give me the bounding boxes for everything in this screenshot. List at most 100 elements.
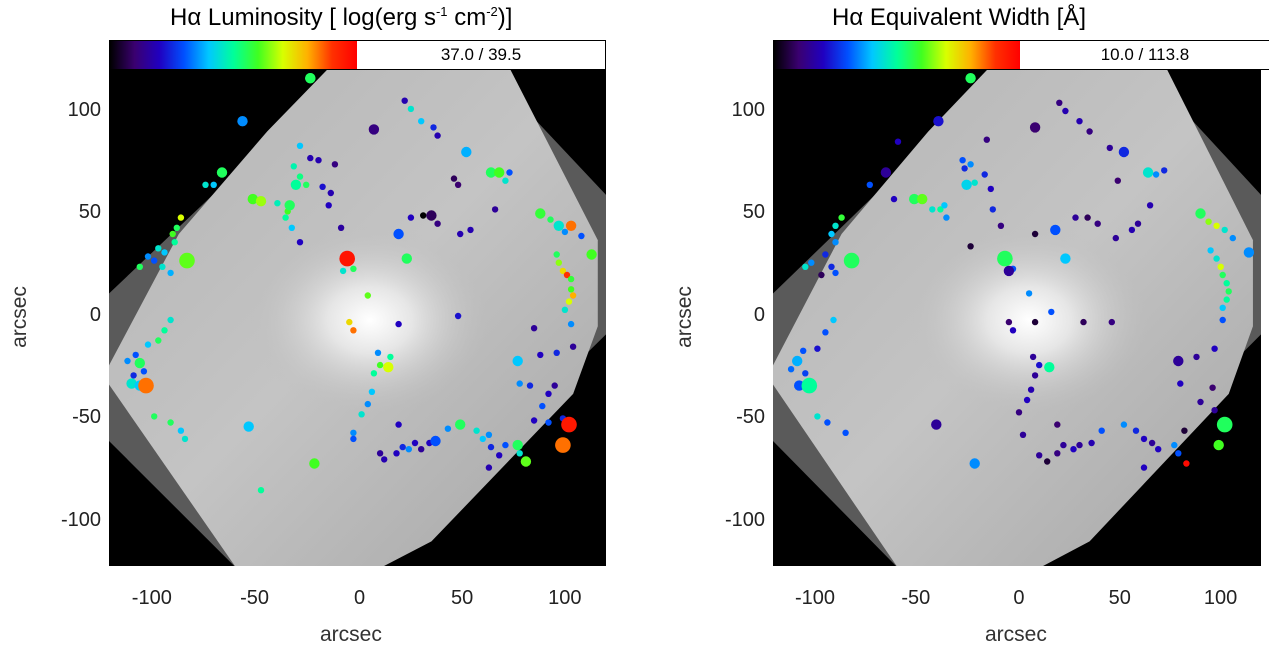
scatter-point (140, 368, 148, 375)
scatter-point (401, 97, 408, 104)
scatter-point (337, 224, 345, 231)
scatter-point (1213, 255, 1220, 262)
scatter-point (399, 443, 406, 451)
scatter-point (426, 210, 437, 221)
scatter-point (1177, 380, 1184, 387)
scatter-point (1025, 290, 1033, 297)
scatter-point (411, 439, 419, 447)
scatter-point (1031, 372, 1039, 379)
scatter-point (1219, 271, 1226, 279)
scatter-point (828, 263, 835, 270)
chart-title-sup1: -1 (435, 4, 448, 19)
scatter-point (981, 171, 988, 178)
scatter-point (1023, 396, 1031, 404)
scatter-point (545, 390, 552, 397)
scatter-point (177, 427, 185, 434)
scatter-point (282, 214, 289, 221)
scatter-point (216, 167, 228, 178)
scatter-point (1193, 353, 1200, 361)
scatter-point (1088, 439, 1095, 447)
scatter-point (1029, 122, 1041, 133)
scatter-point (1009, 327, 1017, 334)
scatter-point (578, 232, 585, 240)
scatter-point (1076, 441, 1083, 449)
scatter-point (1027, 386, 1035, 393)
scatter-point (569, 292, 577, 299)
scatter-point (401, 253, 412, 264)
scatter-point (134, 357, 145, 369)
scatter-point (381, 456, 388, 463)
scatter-point (161, 249, 168, 256)
scatter-point (167, 316, 174, 324)
scatter-point (1219, 316, 1226, 324)
chart-title-suffix: )] (497, 4, 513, 31)
scatter-point (159, 263, 166, 270)
scatter-point (457, 230, 464, 238)
scatter-point (331, 161, 339, 168)
scatter-point (1216, 416, 1233, 433)
scatter-point (430, 435, 441, 447)
scatter-point (407, 105, 415, 113)
scatter-point (843, 252, 860, 269)
scatter-point (814, 413, 821, 420)
scatter-point (1120, 421, 1128, 428)
y-tick-label: -100 (60, 508, 101, 531)
scatter-point (512, 355, 523, 367)
scatter-point (539, 402, 546, 410)
scatter-point (494, 167, 505, 178)
scatter-point (1140, 464, 1148, 471)
scatter-point (374, 349, 382, 356)
scatter-point (177, 214, 185, 221)
scatter-point (965, 73, 976, 84)
scatter-point (537, 351, 544, 359)
scatter-point (454, 181, 462, 188)
plot-area (773, 70, 1261, 566)
scatter-point (434, 220, 441, 227)
scatter-point (997, 222, 1005, 229)
scatter-point (551, 382, 558, 389)
scatter-point (828, 230, 835, 238)
scatter-point (520, 456, 532, 467)
x-tick-label: 50 (1108, 587, 1131, 609)
scatter-point (822, 251, 829, 258)
scatter-point (1054, 421, 1061, 428)
chart-panel-equivalent-width: Hα Equivalent Width [Å] 10.0 / 113.8 -10… (640, 0, 1269, 650)
scatter-point (842, 429, 849, 436)
scatter-point (364, 292, 371, 299)
scatter-point (210, 181, 217, 188)
scatter-point (247, 193, 258, 205)
scatter-point (1223, 296, 1230, 303)
scatter-point (1152, 171, 1160, 178)
scatter-point (171, 239, 178, 246)
scatter-point (155, 245, 162, 252)
scatter-point (1211, 407, 1218, 414)
scatter-point (358, 411, 365, 418)
colorbar-gradient (110, 41, 357, 69)
scatter-point (1181, 427, 1188, 434)
scatter-point (405, 446, 412, 453)
scatter-point (1197, 398, 1204, 406)
scatter-point (155, 337, 162, 344)
scatter-point (383, 362, 394, 373)
scatter-point (1205, 218, 1212, 225)
scatter-point (1036, 361, 1043, 369)
scatter-point (567, 320, 575, 328)
y-tick-label: -100 (724, 508, 765, 531)
scatter-point (961, 165, 968, 172)
scatter-point (290, 163, 297, 170)
scatter-point (1221, 226, 1228, 234)
scatter-point (274, 200, 281, 207)
scatter-point (315, 157, 322, 164)
scatter-point (167, 269, 174, 277)
scatter-point (395, 320, 402, 328)
scatter-point (1060, 441, 1067, 449)
scatter-point (296, 173, 304, 180)
scatter-point (144, 253, 152, 260)
scatter-point (530, 325, 538, 332)
scatter-point (1132, 427, 1140, 434)
scatter-point (1056, 99, 1063, 106)
scatter-point (561, 416, 577, 433)
scatter-point (535, 208, 546, 219)
scatter-point (1072, 214, 1079, 221)
scatter-point (516, 450, 523, 457)
